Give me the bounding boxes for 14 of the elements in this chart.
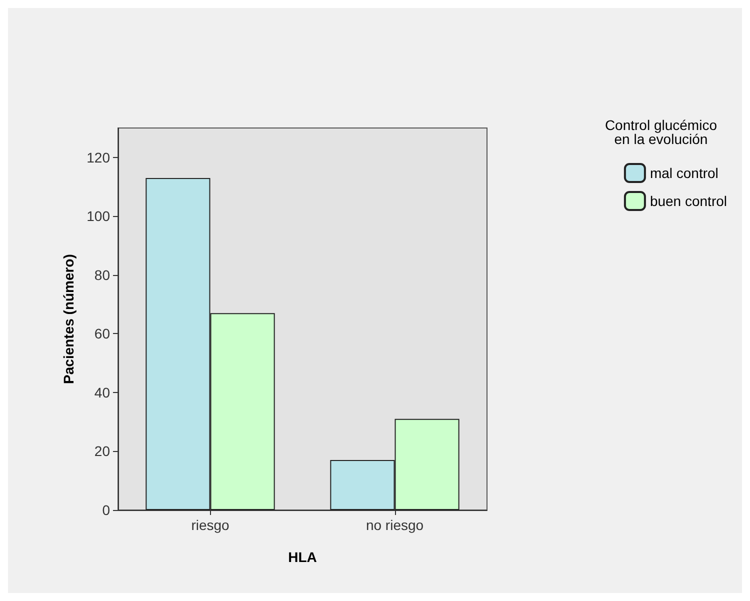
y-tick-label: 20 xyxy=(94,443,110,460)
y-tick-label: 100 xyxy=(86,208,110,224)
y-tick-label: 120 xyxy=(86,149,110,166)
x-tick-label: riesgo xyxy=(191,517,230,533)
y-tick-label: 40 xyxy=(94,384,110,400)
y-axis-title: Pacientes (número) xyxy=(60,254,77,384)
x-axis-title: HLA xyxy=(288,549,317,565)
legend-label: buen control xyxy=(650,193,728,209)
y-tick-label: 60 xyxy=(94,326,110,342)
y-tick-label: 0 xyxy=(102,502,110,518)
legend-label: mal control xyxy=(650,165,718,181)
y-tick-label: 80 xyxy=(94,266,110,283)
x-tick-label: no riesgo xyxy=(366,517,424,533)
legend-title: Control glucémico en la evolución xyxy=(604,117,718,147)
